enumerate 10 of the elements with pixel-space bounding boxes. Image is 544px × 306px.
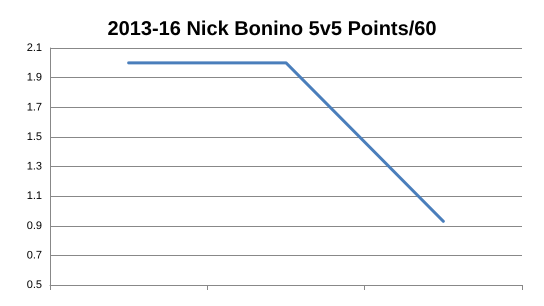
y-tick-label: 1.3 — [26, 160, 42, 172]
y-tick-label: 0.7 — [26, 249, 42, 262]
y-tick-label: 1.5 — [26, 130, 42, 143]
y-tick-label: 1.9 — [26, 72, 42, 84]
y-tick-label: 0.9 — [26, 220, 42, 232]
y-tick-label: 0.5 — [26, 279, 42, 291]
y-tick-label: 1.1 — [26, 190, 42, 202]
y-tick-label: 1.7 — [26, 101, 42, 114]
y-tick-label: 2.1 — [26, 42, 42, 54]
chart-title: 2013-16 Nick Bonino 5v5 Points/60 — [107, 18, 437, 40]
